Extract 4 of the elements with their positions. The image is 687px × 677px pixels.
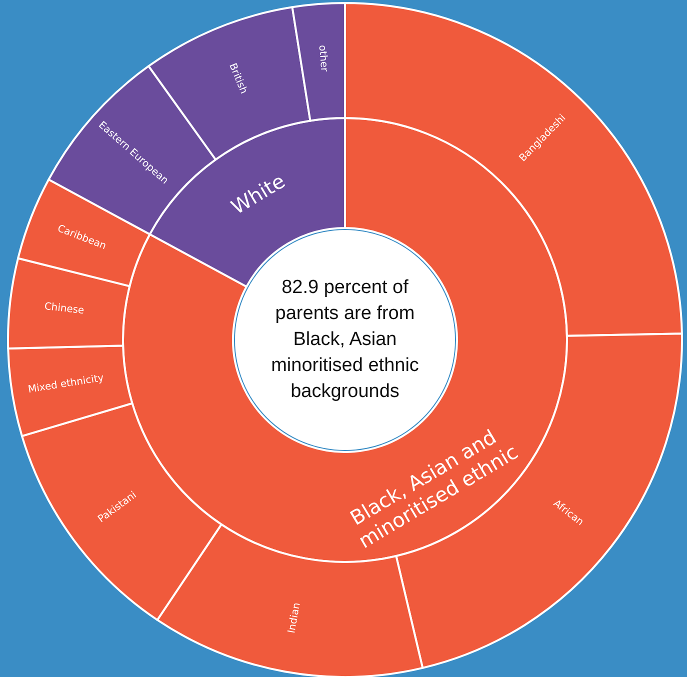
slice-label: other	[316, 44, 330, 73]
slice-label: Mixed ethnicity	[27, 372, 105, 396]
slice-label: Indian	[286, 602, 303, 634]
slice-label: Chinese	[44, 301, 85, 317]
